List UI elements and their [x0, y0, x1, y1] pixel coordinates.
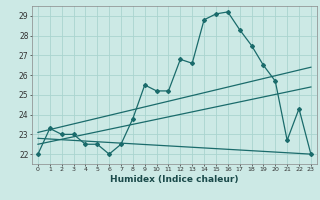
X-axis label: Humidex (Indice chaleur): Humidex (Indice chaleur) — [110, 175, 239, 184]
